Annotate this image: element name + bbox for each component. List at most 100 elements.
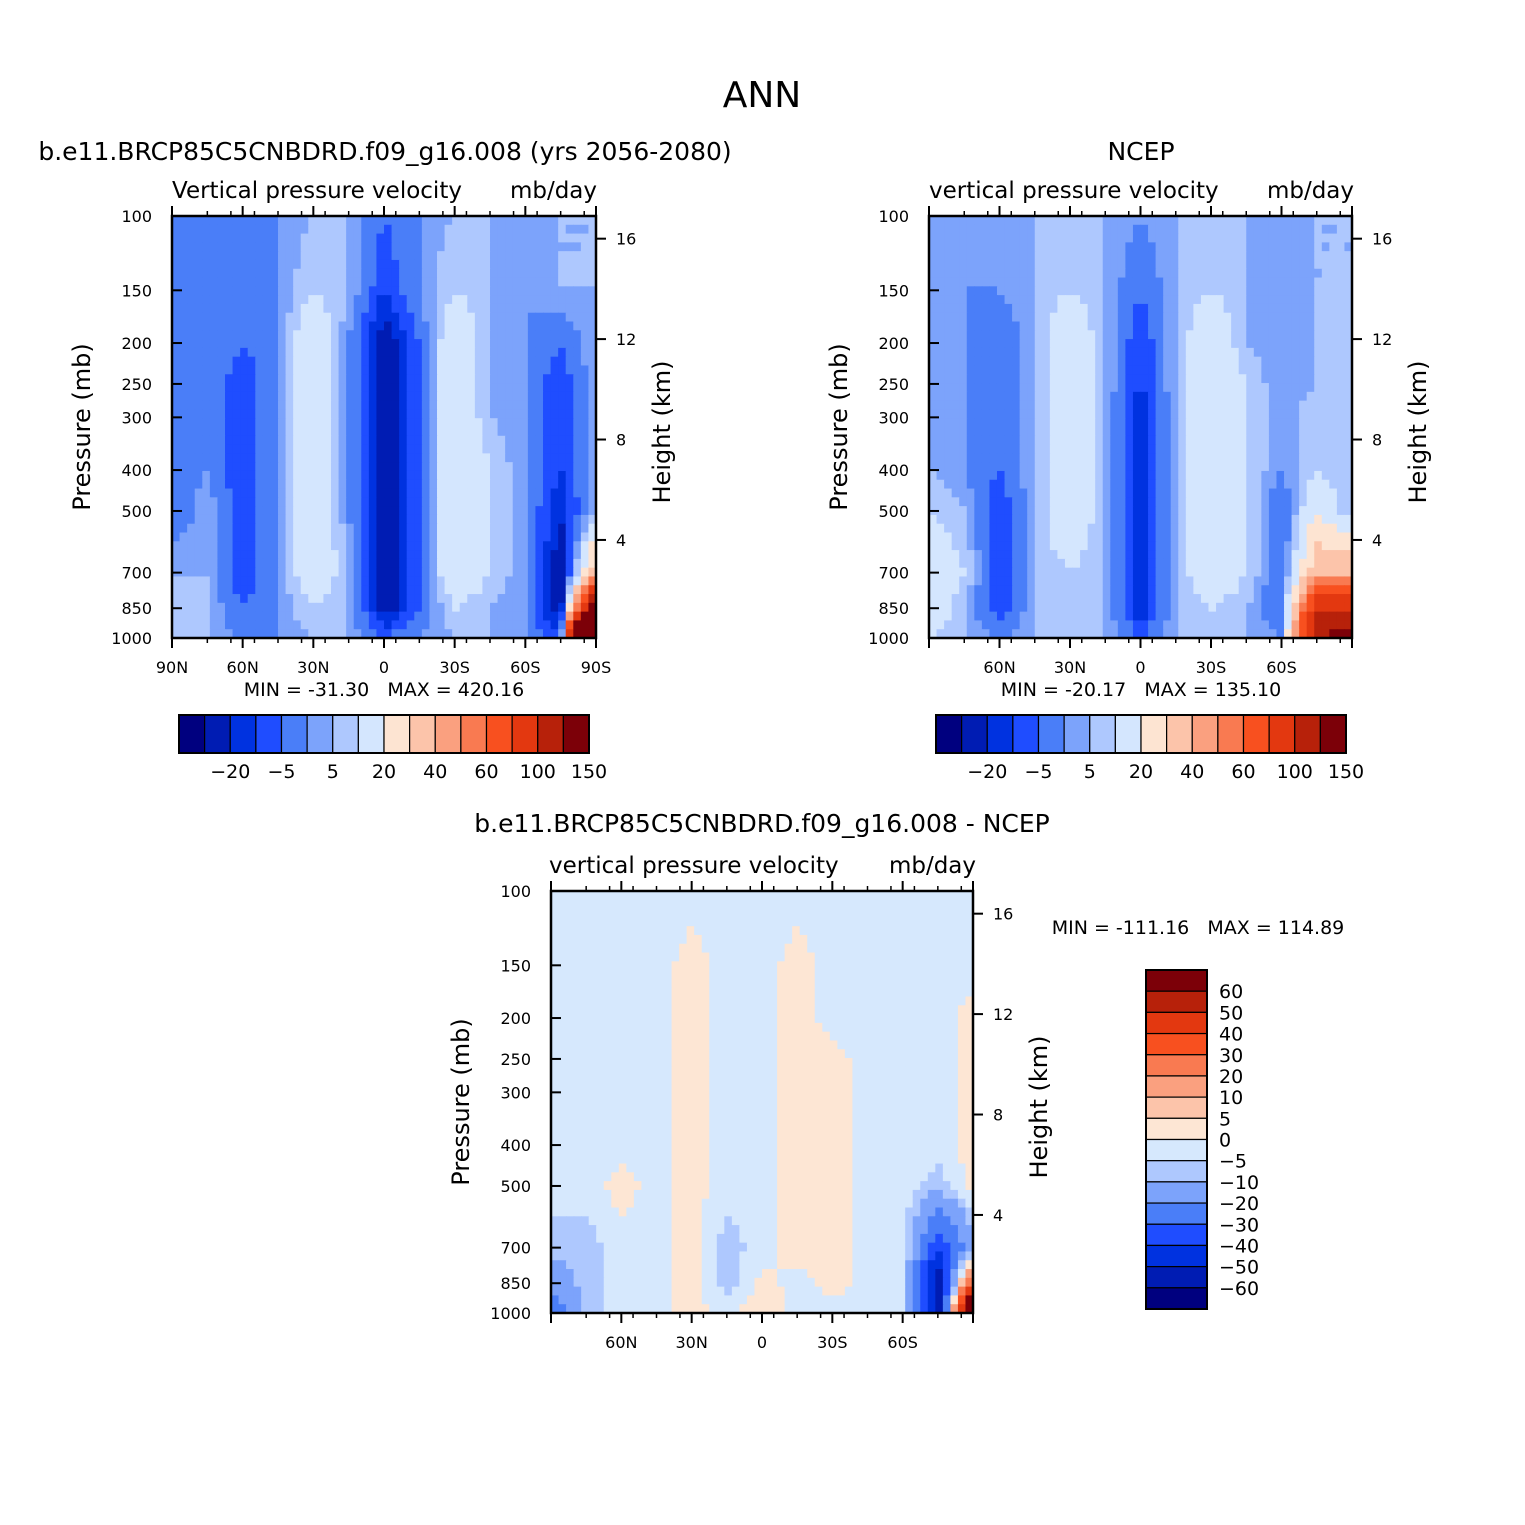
heatmap-cell — [482, 523, 491, 534]
heatmap-cell — [323, 585, 332, 595]
heatmap-cell — [1268, 514, 1278, 525]
heatmap-cell — [944, 550, 953, 560]
heatmap-cell — [429, 224, 438, 235]
heatmap-cell — [1246, 242, 1255, 252]
heatmap-cell — [505, 479, 514, 490]
heatmap-cell — [270, 303, 279, 314]
heatmap-cell — [391, 558, 400, 569]
heatmap-cell — [936, 224, 945, 235]
heatmap-cell — [308, 259, 317, 270]
heatmap-cell — [966, 523, 975, 534]
heatmap-cell — [1004, 356, 1013, 367]
heatmap-cell — [1329, 233, 1338, 243]
heatmap-cell — [1321, 356, 1330, 367]
heatmap-cell — [1049, 312, 1059, 323]
heatmap-cell — [520, 224, 529, 235]
heatmap-cell — [588, 567, 597, 578]
heatmap-cell — [406, 488, 415, 498]
heatmap-cell — [331, 365, 340, 375]
heatmap-cell — [520, 312, 529, 323]
heatmap-cell — [482, 541, 491, 551]
heatmap-cell — [421, 339, 431, 349]
heatmap-cell — [1284, 242, 1293, 252]
heatmap-cell — [981, 295, 991, 305]
heatmap-cell — [490, 277, 499, 287]
heatmap-cell — [527, 303, 537, 314]
heatmap-cell — [474, 427, 484, 437]
heatmap-cell — [1110, 409, 1119, 419]
heatmap-cell — [573, 427, 582, 437]
heatmap-cell — [444, 312, 453, 323]
heatmap-cell — [505, 224, 514, 235]
heatmap-cell — [376, 514, 385, 525]
heatmap-cell — [270, 347, 279, 358]
heatmap-cell — [338, 620, 347, 630]
heatmap-cell — [1268, 409, 1278, 419]
heatmap-cell — [1042, 453, 1051, 463]
heatmap-cell — [588, 532, 597, 542]
heatmap-cell — [376, 488, 385, 498]
heatmap-cell — [1148, 479, 1157, 490]
heatmap-cell — [1049, 391, 1059, 402]
heatmap-cell — [1095, 532, 1104, 542]
heatmap-cell — [482, 224, 491, 235]
heatmap-cell — [1193, 444, 1202, 454]
heatmap-cell — [1329, 506, 1338, 516]
heatmap-cell — [505, 286, 514, 296]
heatmap-cell — [1095, 321, 1104, 331]
heatmap-cell — [1185, 418, 1194, 428]
heatmap-cell — [1163, 303, 1172, 314]
heatmap-cell — [278, 224, 287, 235]
heatmap-cell — [573, 462, 582, 472]
heatmap-cell — [1080, 541, 1089, 551]
colorbar-label: 20 — [372, 761, 396, 783]
heatmap-cell — [232, 268, 241, 279]
heatmap-cell — [262, 242, 272, 252]
heatmap-cell — [172, 391, 181, 402]
heatmap-cell — [338, 383, 347, 393]
heatmap-cell — [285, 523, 294, 534]
heatmap-cell — [1276, 523, 1285, 534]
heatmap-cell — [520, 594, 529, 604]
heatmap-cell — [543, 295, 552, 305]
heatmap-cell — [202, 611, 211, 622]
heatmap-cell — [1110, 418, 1119, 428]
heatmap-cell — [1238, 462, 1247, 472]
heatmap-cell — [1049, 330, 1059, 340]
heatmap-cell — [550, 374, 559, 384]
heatmap-cell — [490, 427, 499, 437]
heatmap-cell — [1087, 347, 1096, 358]
heatmap-cell — [179, 470, 188, 481]
heatmap-cell — [1344, 259, 1353, 270]
heatmap-cell — [1148, 532, 1157, 542]
pressure-tick-label: 1000 — [111, 629, 152, 648]
heatmap-cell — [588, 550, 597, 560]
heatmap-cell — [1299, 453, 1308, 463]
heatmap-cell — [255, 295, 264, 305]
heatmap-cell — [368, 365, 378, 375]
heatmap-cell — [1178, 523, 1187, 534]
heatmap-cell — [399, 277, 408, 287]
heatmap-cell — [944, 312, 953, 323]
heatmap-cell — [293, 444, 302, 454]
heatmap-cell — [1336, 365, 1346, 375]
heatmap-cell — [1155, 295, 1164, 305]
heatmap-cell — [467, 541, 476, 551]
heatmap-cell — [202, 259, 211, 270]
heatmap-cell — [527, 497, 537, 507]
heatmap-cell — [1019, 488, 1028, 498]
heatmap-cell — [989, 224, 998, 235]
heatmap-cell — [573, 268, 582, 279]
heatmap-cell — [1284, 251, 1293, 261]
heatmap-cell — [1336, 330, 1346, 340]
heatmap-cell — [543, 611, 552, 622]
heatmap-cell — [1019, 374, 1028, 384]
heatmap-cell — [543, 391, 552, 402]
heatmap-cell — [1087, 268, 1096, 279]
heatmap-cell — [527, 224, 537, 235]
heatmap-cell — [338, 585, 347, 595]
heatmap-cell — [512, 594, 521, 604]
heatmap-cell — [187, 602, 196, 613]
heatmap-cell — [512, 400, 521, 411]
heatmap-cell — [179, 427, 188, 437]
